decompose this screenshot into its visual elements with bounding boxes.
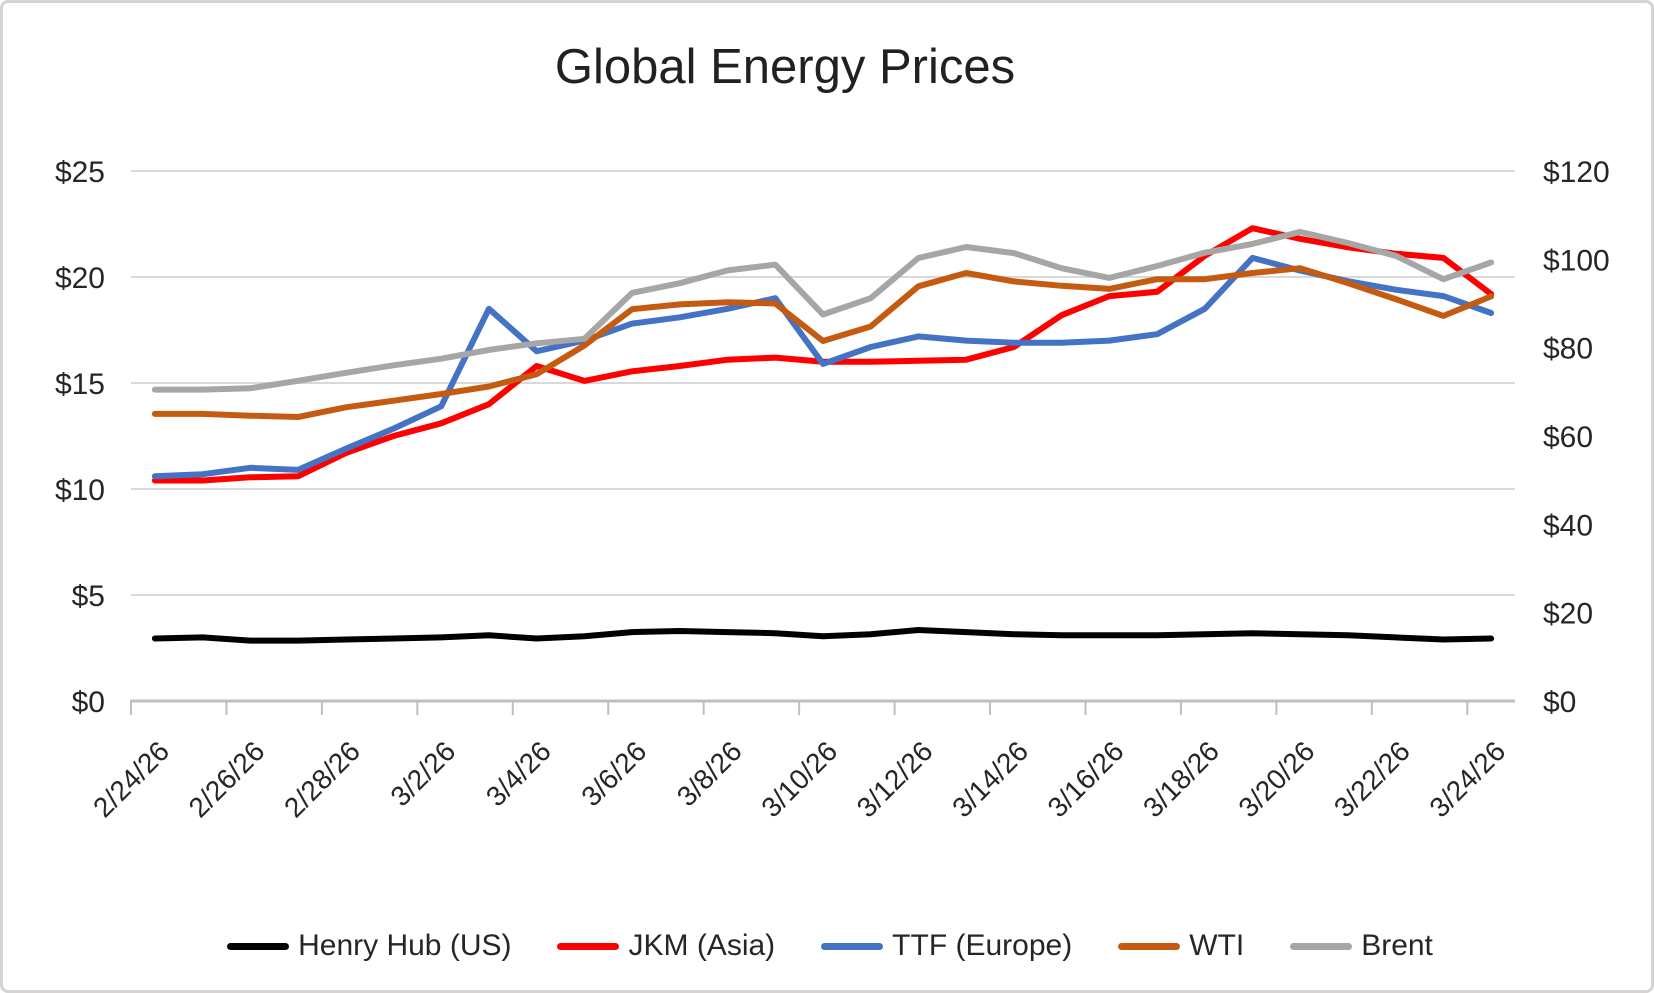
x-axis-label: 3/8/26 xyxy=(671,735,748,812)
legend-item-wti: WTI xyxy=(1118,929,1244,963)
y-axis-label-left: $25 xyxy=(55,156,105,189)
legend-item-brent: Brent xyxy=(1290,929,1433,963)
series-line-ttf-europe xyxy=(151,254,1495,480)
x-axis-label: 3/22/26 xyxy=(1328,735,1416,823)
series-line-wti xyxy=(151,265,1495,420)
legend-swatch-henry-hub-line-icon xyxy=(227,942,290,950)
series-line-brent xyxy=(151,228,1495,393)
legend-item-jkm: JKM (Asia) xyxy=(557,929,775,963)
legend-swatch-ttf-line-icon xyxy=(821,942,884,950)
legend-label: Henry Hub (US) xyxy=(298,929,512,962)
legend-label: Brent xyxy=(1361,929,1433,962)
y-axis-label-left: $0 xyxy=(72,686,105,719)
y-axis-label-right: $20 xyxy=(1543,598,1593,631)
y-axis-label-left: $5 xyxy=(72,580,105,613)
x-axis-label: 3/10/26 xyxy=(755,735,843,823)
y-axis-label-left: $20 xyxy=(55,262,105,295)
legend-swatch-wti-line-icon xyxy=(1118,942,1181,950)
legend: Henry Hub (US) JKM (Asia) TTF (Europe) W… xyxy=(3,911,1651,981)
x-axis-label: 2/26/26 xyxy=(183,735,271,823)
x-axis-label: 3/14/26 xyxy=(946,735,1034,823)
y-axis-label-left: $15 xyxy=(55,368,105,401)
chart-title: Global Energy Prices xyxy=(554,40,1016,94)
y-axis-label-right: $80 xyxy=(1543,333,1593,366)
y-axis-label-left: $10 xyxy=(55,474,105,507)
series-line-henry-hub-us xyxy=(151,627,1495,644)
y-axis-label-right: $0 xyxy=(1543,686,1576,719)
legend-label: WTI xyxy=(1189,929,1245,962)
x-axis-label: 3/12/26 xyxy=(851,735,939,823)
legend-label: JKM (Asia) xyxy=(628,929,776,962)
x-axis-label: 3/24/26 xyxy=(1423,735,1511,823)
legend-item-henry-hub: Henry Hub (US) xyxy=(227,929,511,963)
legend-swatch-jkm-line-icon xyxy=(557,942,620,950)
x-axis-label: 2/24/26 xyxy=(87,735,175,823)
y-axis-label-right: $100 xyxy=(1543,244,1610,277)
legend-swatch-brent-line-icon xyxy=(1290,942,1353,950)
legend-label: TTF (Europe) xyxy=(892,929,1073,962)
y-axis-label-right: $40 xyxy=(1543,509,1593,542)
x-axis-label: 3/6/26 xyxy=(575,735,652,812)
x-axis-label: 3/4/26 xyxy=(480,735,557,812)
x-axis-label: 3/20/26 xyxy=(1233,735,1321,823)
y-axis-label-right: $120 xyxy=(1543,156,1610,189)
chart-canvas: $0 $5 $10 $15 $20 $25 $0 $20 $40 $60 $80 $100 $120 2/… xyxy=(55,156,1610,823)
x-axis-label: 3/2/26 xyxy=(384,735,461,812)
x-axis-label: 2/28/26 xyxy=(278,735,366,823)
x-axis-label: 3/16/26 xyxy=(1042,735,1130,823)
legend-item-ttf: TTF (Europe) xyxy=(821,929,1072,963)
x-axis-label: 3/18/26 xyxy=(1137,735,1225,823)
y-axis-label-right: $60 xyxy=(1543,421,1593,454)
